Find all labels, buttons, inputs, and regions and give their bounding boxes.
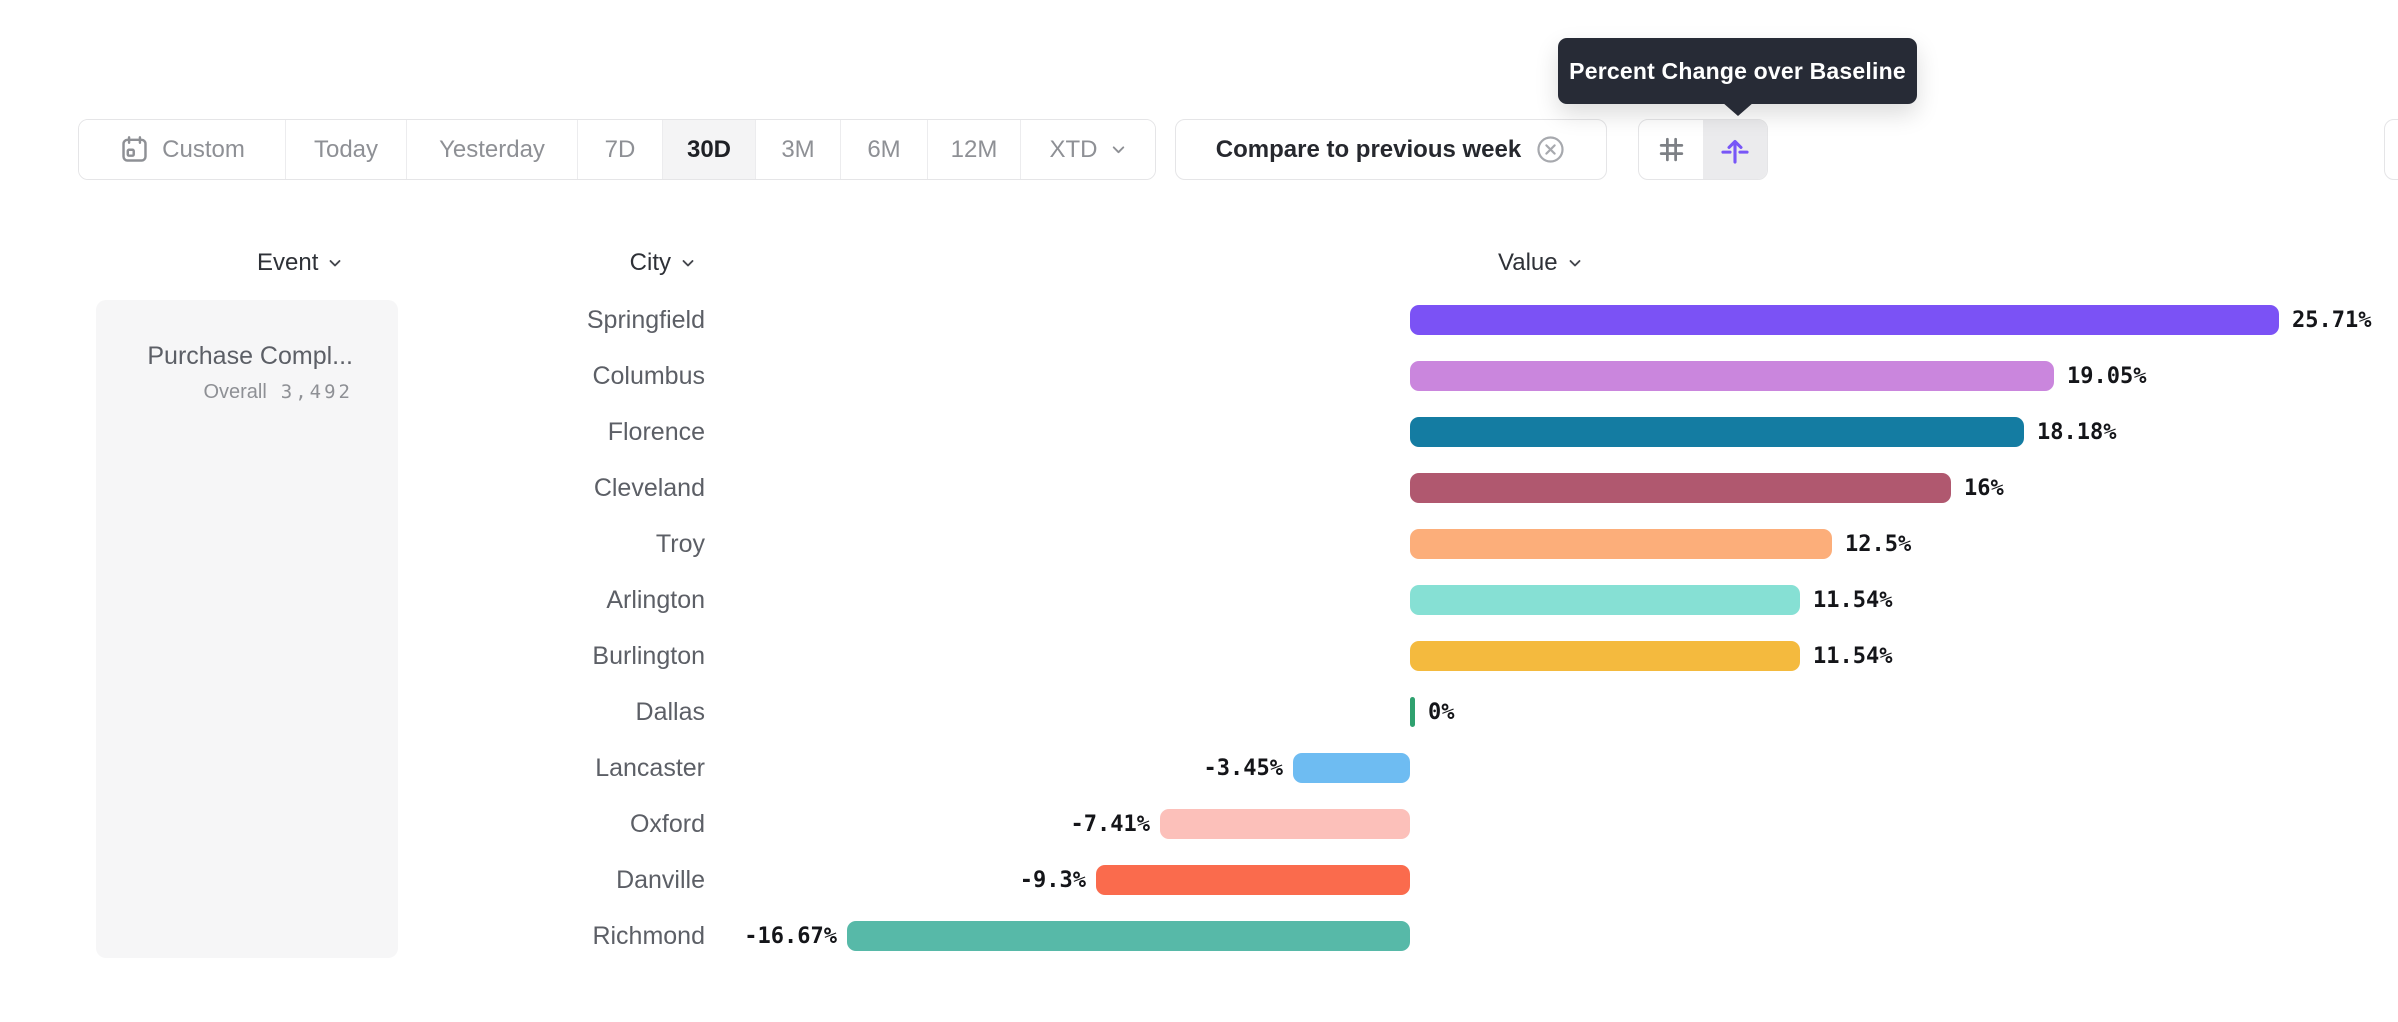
tooltip-caret <box>1722 102 1754 116</box>
value-label: 18.18% <box>2037 419 2117 445</box>
date-range-yesterday[interactable]: Yesterday <box>407 120 578 179</box>
chevron-down-icon <box>1567 255 1583 271</box>
edge-clipped-button[interactable] <box>2384 119 2398 180</box>
city-label: Springfield <box>586 305 705 334</box>
value-bar[interactable] <box>1096 865 1410 895</box>
value-label: 19.05% <box>2067 363 2147 389</box>
date-range-6m[interactable]: 6M <box>841 120 928 179</box>
column-header-city[interactable]: City <box>630 245 696 281</box>
value-bar[interactable] <box>1410 585 1800 615</box>
value-bar[interactable] <box>1410 641 1800 671</box>
tooltip-text: Percent Change over Baseline <box>1569 57 1906 84</box>
grid-view-button[interactable] <box>1639 120 1703 179</box>
value-label: 25.71% <box>2292 307 2372 333</box>
value-label: 0% <box>1428 699 1455 725</box>
table-row: Florence 18.18% <box>0 404 2398 460</box>
table-row: Springfield 25.71% <box>0 292 2398 348</box>
city-label: Dallas <box>635 697 705 726</box>
value-bar[interactable] <box>1410 305 2279 335</box>
table-row: Burlington 11.54% <box>0 628 2398 684</box>
overall-value: 3,492 <box>280 381 353 403</box>
table-row: Danville -9.3% <box>0 852 2398 908</box>
value-label: -7.41% <box>1070 811 1150 837</box>
city-label: Florence <box>607 417 705 446</box>
table-row: Cleveland 16% <box>0 460 2398 516</box>
value-label: 12.5% <box>1845 531 1912 557</box>
value-bar[interactable] <box>847 921 1410 951</box>
column-header-value[interactable]: Value <box>1498 245 1583 281</box>
date-range-label: Custom <box>162 135 245 163</box>
value-bar[interactable] <box>1410 473 1951 503</box>
value-label: -16.67% <box>744 923 837 949</box>
city-label: Columbus <box>592 361 705 390</box>
date-range-3m[interactable]: 3M <box>756 120 841 179</box>
city-label: Arlington <box>606 585 705 614</box>
value-label: 16% <box>1964 475 2004 501</box>
percent-change-baseline-button[interactable] <box>1703 120 1767 179</box>
value-label: 11.54% <box>1813 587 1893 613</box>
compare-to-previous-week-chip[interactable]: Compare to previous week <box>1175 119 1607 180</box>
percent-change-baseline-icon <box>1718 133 1752 167</box>
chevron-down-icon <box>1110 141 1127 158</box>
value-bar[interactable] <box>1410 529 1832 559</box>
table-row: Lancaster -3.45% <box>0 740 2398 796</box>
remove-comparison-icon[interactable] <box>1535 134 1566 165</box>
value-bar[interactable] <box>1410 417 2024 447</box>
table-row: Columbus 19.05% <box>0 348 2398 404</box>
event-title: Purchase Compl... <box>147 342 353 370</box>
table-row: Dallas 0% <box>0 684 2398 740</box>
chevron-down-icon <box>327 255 343 271</box>
date-range-picker: Custom Today Yesterday 7D 30D 3M 6M 12M … <box>78 119 1156 180</box>
city-label: Oxford <box>629 809 705 838</box>
date-range-custom[interactable]: Custom <box>79 120 286 179</box>
date-range-7d[interactable]: 7D <box>578 120 663 179</box>
table-row: Oxford -7.41% <box>0 796 2398 852</box>
date-range-12m[interactable]: 12M <box>928 120 1021 179</box>
value-bar[interactable] <box>1293 753 1410 783</box>
tooltip-percent-change-over-baseline: Percent Change over Baseline <box>1558 38 1917 116</box>
date-range-xtd[interactable]: XTD <box>1021 120 1155 179</box>
city-label: Richmond <box>592 921 705 950</box>
table-row: Troy 12.5% <box>0 516 2398 572</box>
overall-label: Overall <box>203 381 267 403</box>
event-overall-row: Overall 3,492 <box>96 381 353 404</box>
city-label: Cleveland <box>593 473 705 502</box>
calendar-icon <box>119 134 150 165</box>
table-row: Richmond -16.67% <box>0 908 2398 964</box>
city-label: Burlington <box>592 641 705 670</box>
value-label: 11.54% <box>1813 643 1893 669</box>
event-card[interactable]: Purchase Compl... Overall 3,492 <box>96 300 398 958</box>
table-row: Arlington 11.54% <box>0 572 2398 628</box>
hash-grid-icon <box>1655 133 1688 166</box>
city-label: Danville <box>616 865 705 894</box>
city-label: Troy <box>655 529 705 558</box>
city-label: Lancaster <box>595 753 705 782</box>
compare-chip-label: Compare to previous week <box>1215 135 1522 163</box>
chevron-down-icon <box>680 255 696 271</box>
value-label: -9.3% <box>1019 867 1086 893</box>
date-range-today[interactable]: Today <box>286 120 407 179</box>
value-label: -3.45% <box>1203 755 1283 781</box>
chart-view-toggle <box>1638 119 1768 180</box>
value-bar[interactable] <box>1410 361 2054 391</box>
value-bar[interactable] <box>1410 697 1415 727</box>
value-bar[interactable] <box>1160 809 1410 839</box>
date-range-30d[interactable]: 30D <box>663 120 756 179</box>
column-header-event[interactable]: Event <box>257 245 343 281</box>
